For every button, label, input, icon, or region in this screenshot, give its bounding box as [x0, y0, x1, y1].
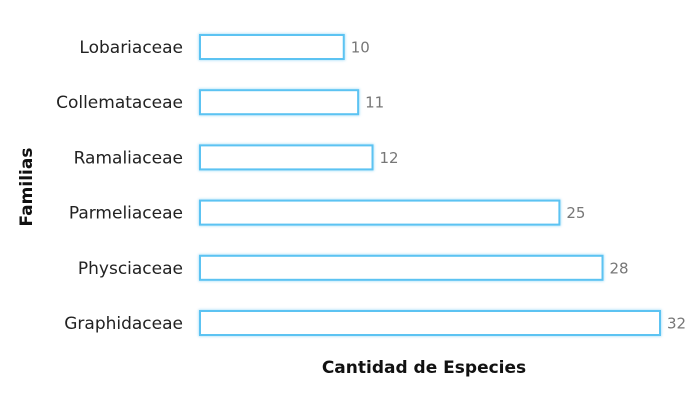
bar	[199, 34, 345, 60]
bar	[199, 310, 661, 336]
data-label: 28	[610, 259, 629, 277]
x-axis-title: Cantidad de Especies	[322, 358, 526, 378]
data-label: 12	[380, 149, 399, 167]
data-label: 10	[351, 39, 370, 57]
y-tick-label: Parmeliaceae	[69, 204, 183, 224]
y-tick-label: Physciaceae	[78, 259, 183, 279]
y-axis-title: Familias	[17, 148, 37, 227]
bar	[199, 199, 561, 226]
data-label: 11	[365, 94, 384, 112]
y-tick-label: Graphidaceae	[64, 314, 183, 334]
bar	[199, 89, 360, 116]
y-tick-label: Lobariaceae	[79, 38, 183, 58]
y-tick-label: Collemataceae	[56, 93, 183, 113]
bar	[199, 144, 374, 171]
data-label: 32	[667, 315, 686, 333]
data-label: 25	[566, 204, 585, 222]
bar	[199, 254, 604, 281]
y-tick-label: Ramaliaceae	[74, 148, 183, 168]
